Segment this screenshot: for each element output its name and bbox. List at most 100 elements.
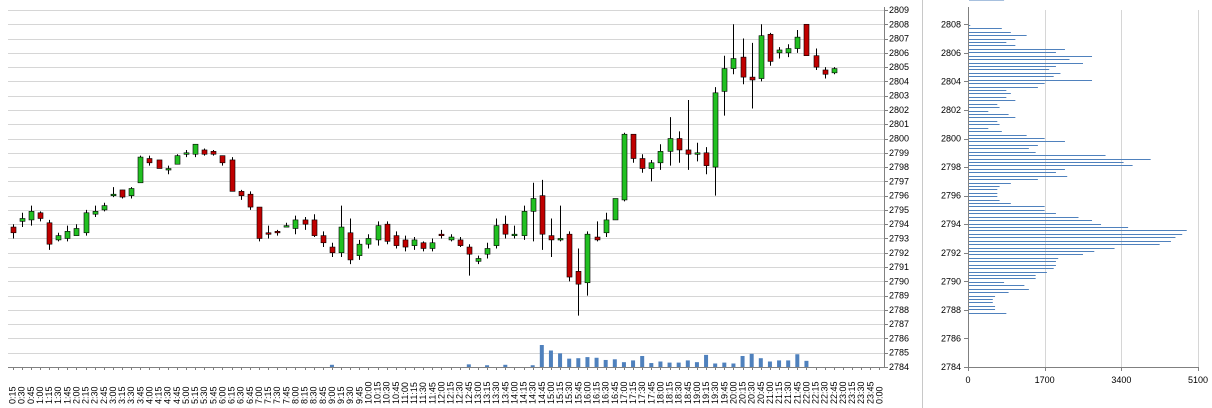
candle-body bbox=[831, 68, 838, 74]
candle-body bbox=[28, 211, 35, 221]
volume-bar bbox=[621, 362, 626, 367]
candle-body bbox=[311, 219, 318, 236]
candle-body bbox=[521, 211, 528, 236]
time-tick-label: 21:15 bbox=[774, 381, 784, 404]
volume-tick-label: 5100 bbox=[1188, 375, 1208, 385]
time-tick-label: 12:15 bbox=[446, 381, 456, 404]
candle-body bbox=[101, 205, 108, 211]
time-tick-label: 14:15 bbox=[519, 381, 529, 404]
candle-body bbox=[676, 138, 683, 151]
candle-body bbox=[165, 168, 172, 171]
time-tick-label: 15:45 bbox=[573, 381, 583, 404]
price-tick-label: 2808 bbox=[889, 19, 909, 29]
volume-bar bbox=[485, 365, 490, 367]
time-tick-label: 6:15 bbox=[227, 386, 237, 404]
time-tick-label: 11:00 bbox=[400, 382, 410, 404]
price-tick-label: 2805 bbox=[889, 62, 909, 72]
time-tick-label: 18:00 bbox=[655, 381, 665, 404]
time-tick-label: 2:00 bbox=[71, 386, 81, 404]
volume-bar bbox=[585, 357, 590, 367]
price-tick-label: 2788 bbox=[889, 305, 909, 315]
time-tick-label: 5:45 bbox=[208, 386, 218, 404]
candle-body bbox=[703, 152, 710, 166]
price-tick-label: 2806 bbox=[889, 48, 909, 58]
candle-body bbox=[813, 55, 820, 68]
candle-body bbox=[685, 149, 692, 155]
time-tick-label: 18:30 bbox=[674, 381, 684, 404]
price-tick-label: 2786 bbox=[889, 333, 909, 343]
time-tick-label: 17:15 bbox=[628, 381, 638, 404]
candle-body bbox=[375, 225, 382, 241]
volume-bar bbox=[676, 362, 681, 367]
time-tick-label: 17:45 bbox=[646, 381, 656, 404]
profile-volume-axis: 0 1700 3400 5100 bbox=[965, 367, 1208, 385]
volume-bar bbox=[567, 358, 572, 367]
candle-body bbox=[429, 242, 436, 249]
time-tick-label: 21:45 bbox=[792, 381, 802, 404]
candle-body bbox=[548, 235, 555, 241]
time-tick-label: 19:30 bbox=[710, 381, 720, 404]
time-tick-label: 20:45 bbox=[756, 381, 766, 404]
price-tick-label: 2792 bbox=[889, 248, 909, 258]
profile-price-tick-label: 2808 bbox=[941, 19, 961, 29]
candle-body bbox=[603, 219, 610, 234]
volume-bar bbox=[530, 365, 535, 367]
volume-bar bbox=[722, 362, 727, 367]
time-tick-label: 17:30 bbox=[637, 381, 647, 404]
candle-body bbox=[694, 152, 701, 155]
volume-bar bbox=[804, 360, 809, 367]
time-tick-label: 6:00 bbox=[217, 386, 227, 404]
time-tick-label: 22:15 bbox=[811, 381, 821, 404]
candle-body bbox=[274, 231, 281, 234]
time-tick-label: 1:30 bbox=[53, 386, 63, 404]
volume-bar bbox=[631, 360, 636, 367]
candle-body bbox=[64, 231, 71, 239]
candle-body bbox=[758, 35, 765, 79]
candle-body bbox=[667, 138, 674, 152]
price-tick-label: 2797 bbox=[889, 176, 909, 186]
profile-price-tick-label: 2802 bbox=[941, 105, 961, 115]
time-tick-label: 8:00 bbox=[290, 386, 300, 404]
time-tick-label: 19:15 bbox=[701, 381, 711, 404]
price-tick-label: 2803 bbox=[889, 91, 909, 101]
volume-bar bbox=[503, 364, 508, 367]
volume-tick-label: 0 bbox=[965, 375, 970, 385]
candle-body bbox=[183, 152, 190, 155]
time-tick-label: 2:30 bbox=[90, 386, 100, 404]
time-tick-label: 7:00 bbox=[254, 386, 264, 404]
profile-price-tick-label: 2800 bbox=[941, 134, 961, 144]
time-tick-label: 12:30 bbox=[455, 381, 465, 404]
volume-bar bbox=[795, 354, 800, 367]
time-tick-label: 1:00 bbox=[35, 386, 45, 404]
candle-body bbox=[767, 33, 774, 62]
time-tick-label: 10:45 bbox=[391, 381, 401, 404]
price-tick-label: 2791 bbox=[889, 262, 909, 272]
profile-price-tick-label: 2798 bbox=[941, 162, 961, 172]
volume-bar bbox=[658, 361, 663, 367]
volume-bar bbox=[758, 358, 763, 367]
price-tick-label: 2800 bbox=[889, 134, 909, 144]
price-tick-label: 2802 bbox=[889, 105, 909, 115]
candle-body bbox=[55, 235, 62, 241]
profile-price-axis: 2784 2786 2788 2790 2792 2794 2796 2798 2800 2802… bbox=[941, 19, 968, 372]
time-tick-label: 0:15 bbox=[8, 386, 18, 404]
time-tick-label: 16:30 bbox=[601, 381, 611, 404]
time-tick-label: 7:30 bbox=[272, 386, 282, 404]
price-axis: 2784 2785 2786 2787 2788 2789 2790 2791 2792 2793… bbox=[884, 5, 909, 372]
candle-body bbox=[19, 218, 26, 222]
candle-body bbox=[201, 149, 208, 155]
volume-bars bbox=[329, 345, 809, 367]
time-tick-label: 23:45 bbox=[865, 381, 875, 404]
time-tick-label: 9:15 bbox=[336, 386, 346, 404]
profile-price-tick-label: 2786 bbox=[941, 333, 961, 343]
volume-bar bbox=[704, 354, 709, 367]
volume-bar bbox=[685, 360, 690, 367]
candle-body bbox=[137, 156, 144, 184]
time-tick-label: 5:15 bbox=[190, 386, 200, 404]
candle-body bbox=[119, 189, 126, 198]
candle-body bbox=[283, 225, 290, 228]
candle-body bbox=[128, 188, 135, 196]
candle-body bbox=[584, 233, 591, 284]
candle-body bbox=[393, 235, 400, 246]
candle-body bbox=[466, 246, 473, 255]
